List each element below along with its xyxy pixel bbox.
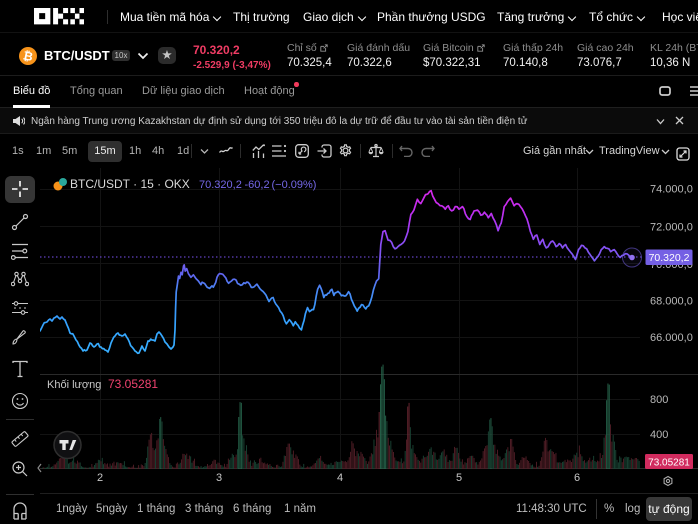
svg-text:70.320,2: 70.320,2	[199, 179, 242, 191]
svg-text:3: 3	[216, 472, 222, 484]
svg-text:Khối lượng: Khối lượng	[47, 379, 101, 391]
svg-text:800: 800	[650, 394, 668, 406]
svg-text:-60,2: -60,2	[245, 179, 270, 191]
svg-text:BTC/USDT · 15 · OKX: BTC/USDT · 15 · OKX	[70, 177, 190, 191]
svg-text:4: 4	[337, 472, 343, 484]
svg-text:5: 5	[456, 472, 462, 484]
svg-text:₿: ₿	[22, 48, 35, 64]
svg-text:66.000,0: 66.000,0	[650, 332, 693, 344]
svg-text:73.05281: 73.05281	[648, 457, 690, 468]
svg-text:2: 2	[97, 472, 103, 484]
svg-text:73.05281: 73.05281	[108, 377, 158, 391]
svg-text:74.000,0: 74.000,0	[650, 184, 693, 196]
svg-text:(−0.09%): (−0.09%)	[272, 179, 317, 191]
svg-text:70.320,2: 70.320,2	[649, 252, 690, 264]
svg-text:72.000,0: 72.000,0	[650, 221, 693, 233]
svg-text:68.000,0: 68.000,0	[650, 296, 693, 308]
svg-text:400: 400	[650, 429, 668, 441]
svg-text:6: 6	[574, 472, 580, 484]
